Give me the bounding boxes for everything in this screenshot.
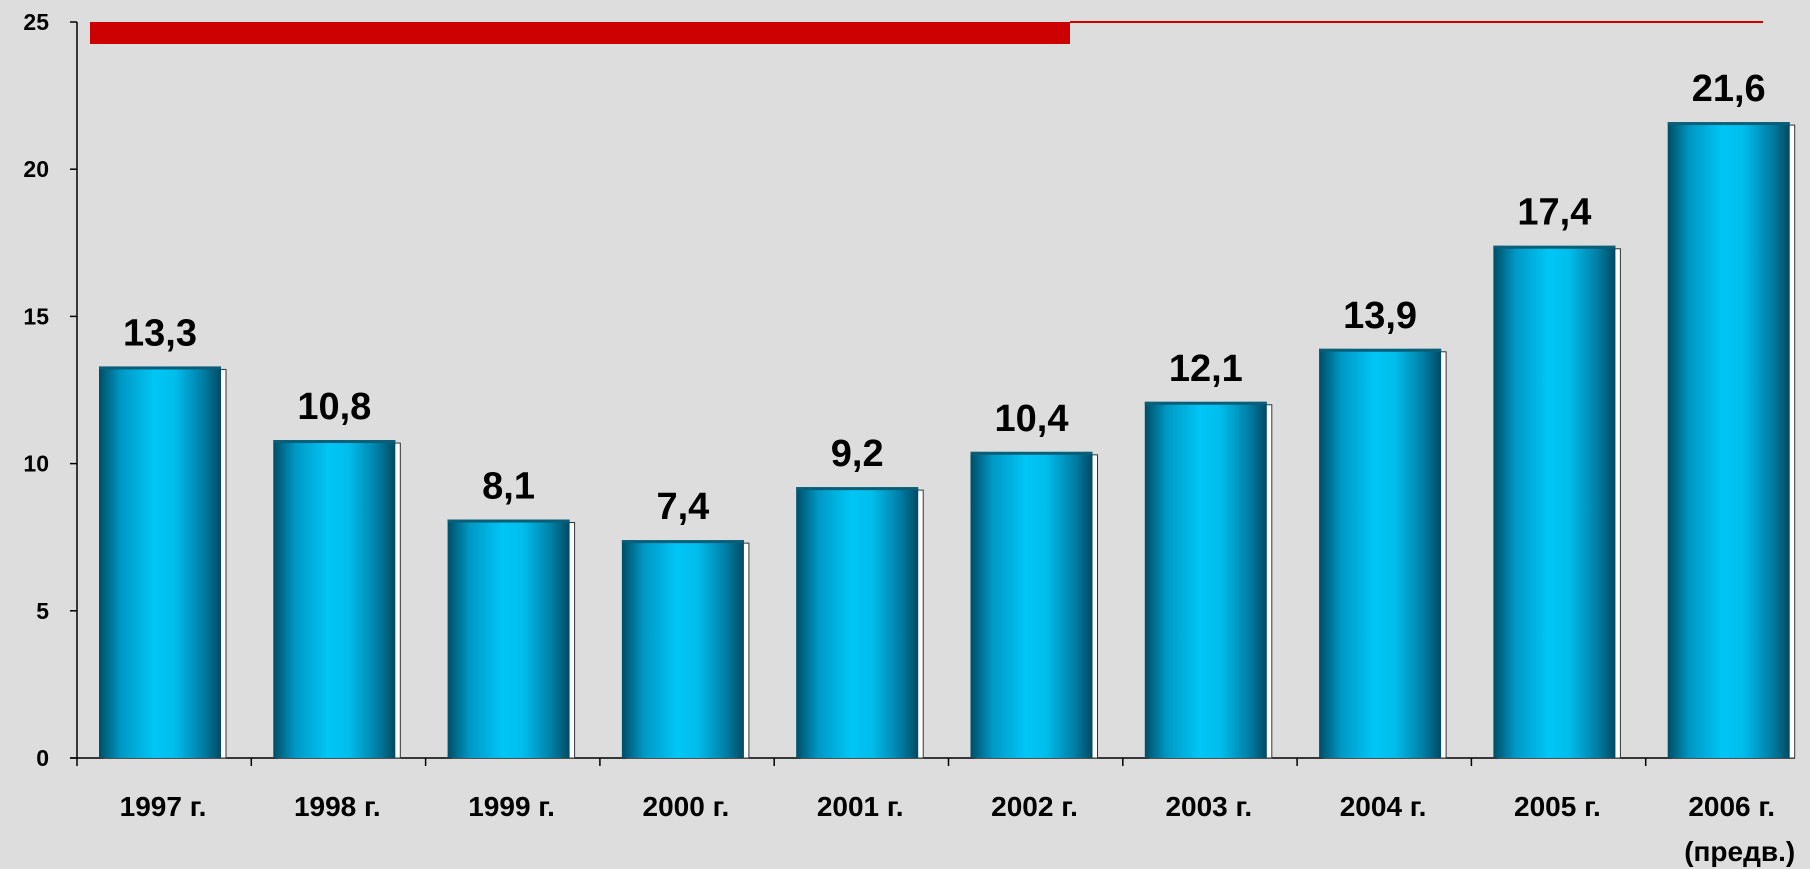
bar-cap (1319, 348, 1442, 352)
x-tick-label: 2003 г. (1165, 791, 1252, 822)
bar-series (99, 122, 1796, 759)
data-label: 9,2 (831, 433, 884, 475)
data-label: 7,4 (656, 486, 709, 528)
y-tick-label: 20 (23, 156, 49, 182)
bar (621, 540, 744, 758)
bar-2 (447, 519, 576, 759)
bar-8 (1493, 245, 1621, 759)
bar (99, 366, 221, 758)
bar-cap (273, 440, 396, 444)
data-label: 17,4 (1517, 192, 1591, 234)
data-labels: 13,3 10,8 8,1 7,4 9,2 10,4 12,1 13,9 17,4 21,6 (123, 68, 1766, 528)
bar (1493, 245, 1616, 758)
bar-9 (1667, 122, 1796, 759)
bar-6 (1144, 401, 1273, 759)
bar-cap (1493, 245, 1616, 249)
data-label: 13,3 (123, 312, 197, 354)
y-tick-label: 5 (36, 598, 49, 624)
bar-cap (621, 540, 744, 544)
accent-band (90, 22, 1070, 44)
x-tick-label: 2002 г. (991, 791, 1078, 822)
data-label: 10,4 (995, 398, 1069, 440)
bar-7 (1319, 348, 1447, 759)
bar (1667, 122, 1790, 758)
data-label: 13,9 (1343, 295, 1417, 337)
y-tick-label: 25 (23, 9, 49, 35)
x-axis (70, 757, 1795, 766)
x-tick-label: 1998 г. (294, 791, 381, 822)
bar (796, 487, 919, 758)
y-tick-label: 0 (36, 745, 49, 771)
bar-0 (99, 366, 227, 759)
data-label: 12,1 (1169, 348, 1243, 390)
y-axis: 0 5 10 15 20 25 (23, 9, 78, 771)
bar (970, 451, 1093, 758)
bar-5 (970, 451, 1098, 759)
bar (447, 519, 570, 758)
x-tick-label: 2000 г. (643, 791, 730, 822)
data-label: 21,6 (1692, 68, 1766, 110)
x-tick-label: 2001 г. (817, 791, 904, 822)
x-tick-label: 2005 г. (1514, 791, 1601, 822)
x-tick-labels: 1997 г. 1998 г. 1999 г. 2000 г. 2001 г. 2002 … (120, 791, 1796, 867)
bar-3 (621, 540, 750, 759)
data-label: 10,8 (297, 386, 371, 428)
bar (1319, 348, 1442, 758)
bar-cap (99, 366, 221, 370)
bar (273, 440, 396, 758)
data-label: 8,1 (482, 466, 535, 508)
x-tick-label: 2004 г. (1340, 791, 1427, 822)
bar-cap (796, 487, 919, 491)
y-tick-label: 15 (23, 303, 49, 329)
x-tick-label: 1999 г. (468, 791, 555, 822)
x-tick-label: 1997 г. (120, 791, 207, 822)
bar-4 (796, 487, 924, 759)
y-tick-label: 10 (23, 451, 49, 477)
bar-cap (970, 451, 1093, 455)
bar-cap (447, 519, 570, 523)
bar-1 (273, 440, 401, 759)
x-tick-note: (предв.) (1684, 836, 1795, 867)
x-tick-label: 2006 г. (1688, 791, 1775, 822)
bar (1144, 401, 1267, 758)
bar-cap (1667, 122, 1790, 126)
bar-cap (1144, 401, 1267, 405)
